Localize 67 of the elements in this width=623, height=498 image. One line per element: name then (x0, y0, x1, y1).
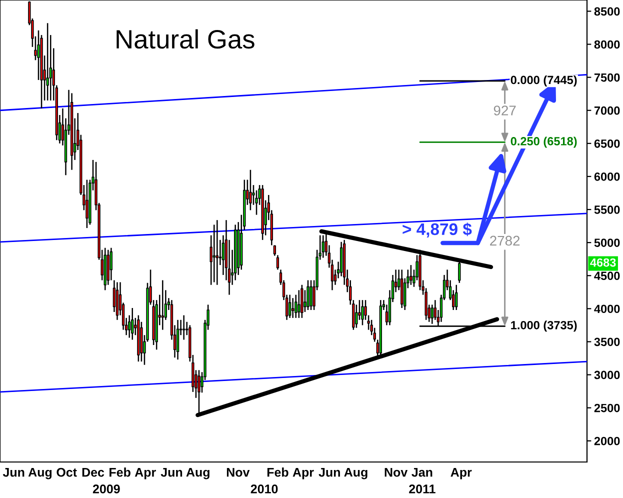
series-label: 0.000 (7445) (510, 75, 577, 86)
y-tick-label: 6500 (594, 139, 620, 148)
y-tick-label: 4000 (594, 304, 620, 314)
y-tick-label: 3500 (594, 338, 620, 346)
candlestick (176, 319, 180, 360)
annotation: 2782 (490, 236, 520, 246)
x-tick-label: Feb (110, 468, 130, 477)
candlestick (455, 284, 458, 311)
candlestick (46, 22, 49, 102)
candlestick (361, 299, 364, 326)
y-tick-label: 2000 (594, 436, 620, 446)
annotation: 927 (494, 106, 516, 116)
candlestick (288, 294, 292, 319)
candlestick (358, 299, 361, 321)
y-tick-label: 7000 (594, 106, 620, 115)
y-tick-label: 8500 (594, 7, 620, 16)
candlestick (355, 304, 358, 328)
candlestick (182, 314, 186, 340)
x2-tick-label: 2010 (250, 484, 278, 494)
x-tick-label: Jun (160, 468, 182, 477)
x-tick-label: Aug (344, 468, 368, 480)
x-tick-label: Aug (28, 468, 52, 480)
series-label: 0.250 (6518) (510, 136, 577, 148)
candlestick (306, 280, 310, 311)
x-tick-label: Dec (82, 468, 104, 477)
series-label: 1.000 (3735) (511, 320, 577, 332)
y-tick-label: 7500 (594, 73, 620, 82)
x-tick-label: Feb (267, 468, 288, 477)
y-tick-label: 5000 (594, 238, 620, 247)
y-tick-label: 4500 (594, 272, 620, 280)
x2-tick-label: 2011 (409, 484, 436, 494)
candlestick (410, 264, 412, 286)
y-tick-label: 8000 (594, 40, 620, 49)
candlestick (37, 30, 40, 81)
y-tick-label: 5500 (594, 206, 620, 214)
candlestick (300, 284, 304, 319)
candlestick (249, 169, 252, 211)
candlestick (294, 294, 298, 319)
annotation: > 4,879 $ (402, 222, 472, 238)
x-tick-label: Jun (318, 468, 340, 477)
text: Natural Gas (116, 29, 254, 49)
x-tick-label: Nov (226, 468, 250, 477)
y-tick-label: 6000 (594, 172, 620, 181)
candlestick (86, 179, 88, 229)
x-tick-label: Apr (134, 468, 156, 480)
candlestick (310, 280, 312, 311)
candlestick (364, 299, 367, 321)
y-tick-label: 2500 (594, 404, 620, 412)
candlestick (131, 307, 134, 340)
candlestick (304, 290, 306, 313)
candlestick (161, 280, 164, 330)
x-tick-label: Apr (450, 468, 472, 480)
candlestick (292, 297, 294, 319)
candlestick (212, 224, 216, 283)
candlestick (110, 247, 112, 281)
x-tick-label: Apr (292, 468, 314, 480)
candlestick (216, 219, 218, 286)
candlestick (322, 234, 324, 258)
x-tick-label: Aug (186, 468, 210, 480)
y-tick-label: 3000 (594, 370, 620, 380)
x-tick-label: Oct (56, 468, 77, 477)
x-tick-label: Nov (384, 468, 408, 477)
x-tick-label: Jun (2, 468, 24, 477)
x-tick-label: Jan (412, 468, 432, 477)
candlestick (298, 290, 300, 319)
annotation: 4683 (590, 258, 616, 267)
x2-tick-label: 2009 (92, 484, 120, 494)
